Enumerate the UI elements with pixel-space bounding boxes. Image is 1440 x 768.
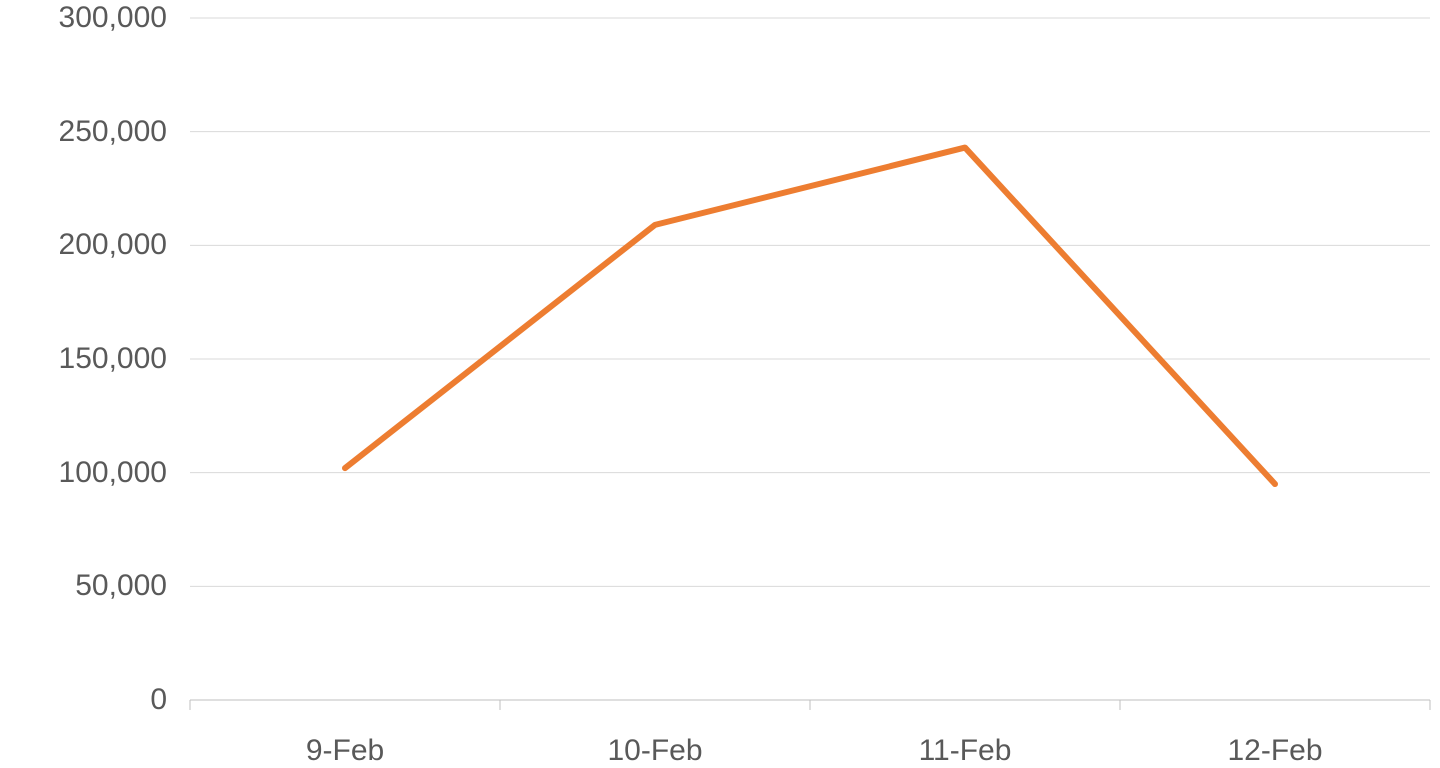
chart-svg xyxy=(0,0,1440,764)
x-axis-ticks xyxy=(190,700,1430,710)
y-tick-label: 100,000 xyxy=(59,456,167,490)
y-tick-label: 150,000 xyxy=(59,342,167,376)
x-tick-label: 9-Feb xyxy=(306,734,384,768)
x-tick-label: 11-Feb xyxy=(919,734,1012,768)
y-tick-label: 0 xyxy=(150,683,167,717)
y-tick-label: 200,000 xyxy=(59,228,167,262)
y-tick-label: 50,000 xyxy=(75,569,167,603)
line-chart: 0 50,000 100,000 150,000 200,000 250,000 300,0… xyxy=(0,0,1440,764)
series-line xyxy=(345,148,1275,484)
x-tick-label: 12-Feb xyxy=(1227,734,1322,768)
chart-series xyxy=(345,148,1275,484)
x-tick-label: 10-Feb xyxy=(607,734,702,768)
y-tick-label: 300,000 xyxy=(59,1,167,35)
y-tick-label: 250,000 xyxy=(59,115,167,149)
gridlines xyxy=(190,18,1430,700)
